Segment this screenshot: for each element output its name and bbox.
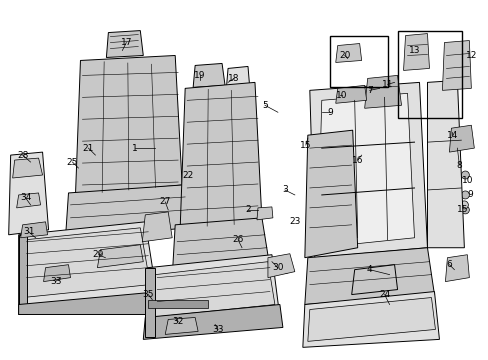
Polygon shape	[403, 33, 428, 71]
Text: 3: 3	[282, 185, 287, 194]
Text: 33: 33	[50, 277, 61, 286]
Polygon shape	[304, 130, 357, 258]
Text: 28: 28	[17, 150, 28, 159]
Text: 17: 17	[121, 38, 132, 47]
Circle shape	[183, 323, 193, 332]
Text: 27: 27	[159, 197, 171, 206]
Text: 6: 6	[446, 260, 451, 269]
Polygon shape	[180, 82, 262, 228]
Text: 30: 30	[272, 263, 283, 272]
Polygon shape	[106, 31, 143, 58]
Polygon shape	[335, 85, 366, 103]
Polygon shape	[302, 292, 439, 347]
Bar	[19, 235, 26, 315]
Text: 25: 25	[67, 158, 78, 167]
Polygon shape	[13, 158, 42, 178]
Text: 2: 2	[244, 206, 250, 215]
Text: 18: 18	[228, 74, 239, 83]
Text: 15: 15	[456, 206, 467, 215]
Text: 19: 19	[194, 71, 205, 80]
Polygon shape	[145, 255, 279, 329]
Text: 22: 22	[182, 171, 193, 180]
Text: 31: 31	[23, 227, 34, 236]
Polygon shape	[150, 262, 274, 318]
Text: 26: 26	[232, 235, 243, 244]
Text: 9: 9	[326, 108, 332, 117]
Polygon shape	[445, 255, 468, 282]
Polygon shape	[225, 67, 249, 92]
Polygon shape	[97, 245, 143, 268]
Polygon shape	[307, 298, 435, 341]
Text: 12: 12	[465, 51, 476, 60]
Circle shape	[20, 195, 31, 205]
Polygon shape	[9, 152, 48, 235]
Circle shape	[343, 88, 351, 96]
Text: 10: 10	[461, 176, 472, 185]
Text: 10: 10	[335, 91, 347, 100]
Polygon shape	[165, 318, 198, 334]
Polygon shape	[267, 254, 294, 278]
Circle shape	[376, 92, 386, 102]
Text: 8: 8	[456, 161, 461, 170]
Circle shape	[278, 262, 290, 274]
Text: 33: 33	[212, 325, 224, 334]
Text: 29: 29	[93, 250, 104, 259]
Polygon shape	[309, 82, 427, 258]
Text: 21: 21	[82, 144, 94, 153]
Polygon shape	[364, 75, 401, 108]
Text: 13: 13	[408, 46, 419, 55]
Polygon shape	[143, 305, 283, 339]
Text: 23: 23	[288, 217, 300, 226]
Text: 15: 15	[300, 141, 311, 150]
Polygon shape	[20, 222, 47, 238]
Text: 1: 1	[132, 144, 138, 153]
Polygon shape	[335, 44, 361, 62]
Circle shape	[20, 223, 31, 233]
Text: 20: 20	[338, 51, 350, 60]
Polygon shape	[19, 222, 158, 315]
Text: 9: 9	[467, 190, 472, 199]
Bar	[145, 268, 155, 337]
Polygon shape	[43, 265, 70, 282]
Bar	[329, 36, 387, 87]
Polygon shape	[19, 292, 165, 315]
Polygon shape	[317, 93, 414, 248]
Circle shape	[459, 201, 468, 209]
Circle shape	[20, 210, 31, 220]
Polygon shape	[142, 212, 172, 242]
Polygon shape	[22, 228, 150, 298]
Polygon shape	[172, 218, 269, 278]
Text: 11: 11	[381, 80, 392, 89]
Text: 34: 34	[20, 193, 31, 202]
Polygon shape	[65, 185, 190, 238]
Polygon shape	[75, 55, 182, 195]
Text: 4: 4	[366, 265, 372, 274]
Polygon shape	[304, 248, 433, 305]
Text: 7: 7	[366, 86, 372, 95]
Polygon shape	[448, 125, 473, 152]
Circle shape	[461, 171, 468, 179]
Text: 14: 14	[446, 131, 457, 140]
Bar	[148, 300, 208, 307]
Text: 35: 35	[142, 290, 154, 299]
Polygon shape	[17, 193, 41, 208]
Bar	[397, 31, 462, 118]
Circle shape	[461, 206, 468, 214]
Polygon shape	[427, 80, 464, 248]
Text: 16: 16	[351, 156, 363, 165]
Text: 32: 32	[172, 317, 183, 326]
Text: 24: 24	[378, 290, 389, 299]
Polygon shape	[351, 265, 397, 294]
Polygon shape	[193, 63, 224, 87]
Text: 5: 5	[262, 101, 267, 110]
Circle shape	[316, 105, 326, 115]
Circle shape	[461, 191, 468, 199]
Polygon shape	[442, 41, 470, 90]
Polygon shape	[256, 207, 272, 220]
